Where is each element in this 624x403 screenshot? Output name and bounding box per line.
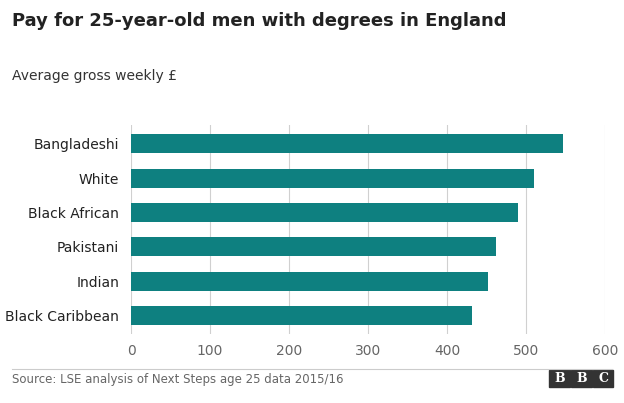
Text: Pay for 25-year-old men with degrees in England: Pay for 25-year-old men with degrees in …	[12, 12, 507, 30]
Bar	[131, 272, 489, 291]
Bar	[131, 306, 472, 325]
Text: C: C	[598, 372, 608, 385]
Bar	[131, 203, 519, 222]
Bar	[131, 237, 496, 256]
Text: B: B	[576, 372, 587, 385]
Text: Average gross weekly £: Average gross weekly £	[12, 69, 177, 83]
Text: Source: LSE analysis of Next Steps age 25 data 2015/16: Source: LSE analysis of Next Steps age 2…	[12, 373, 344, 386]
Text: B: B	[554, 372, 565, 385]
Bar	[131, 169, 534, 188]
Bar	[131, 135, 563, 153]
